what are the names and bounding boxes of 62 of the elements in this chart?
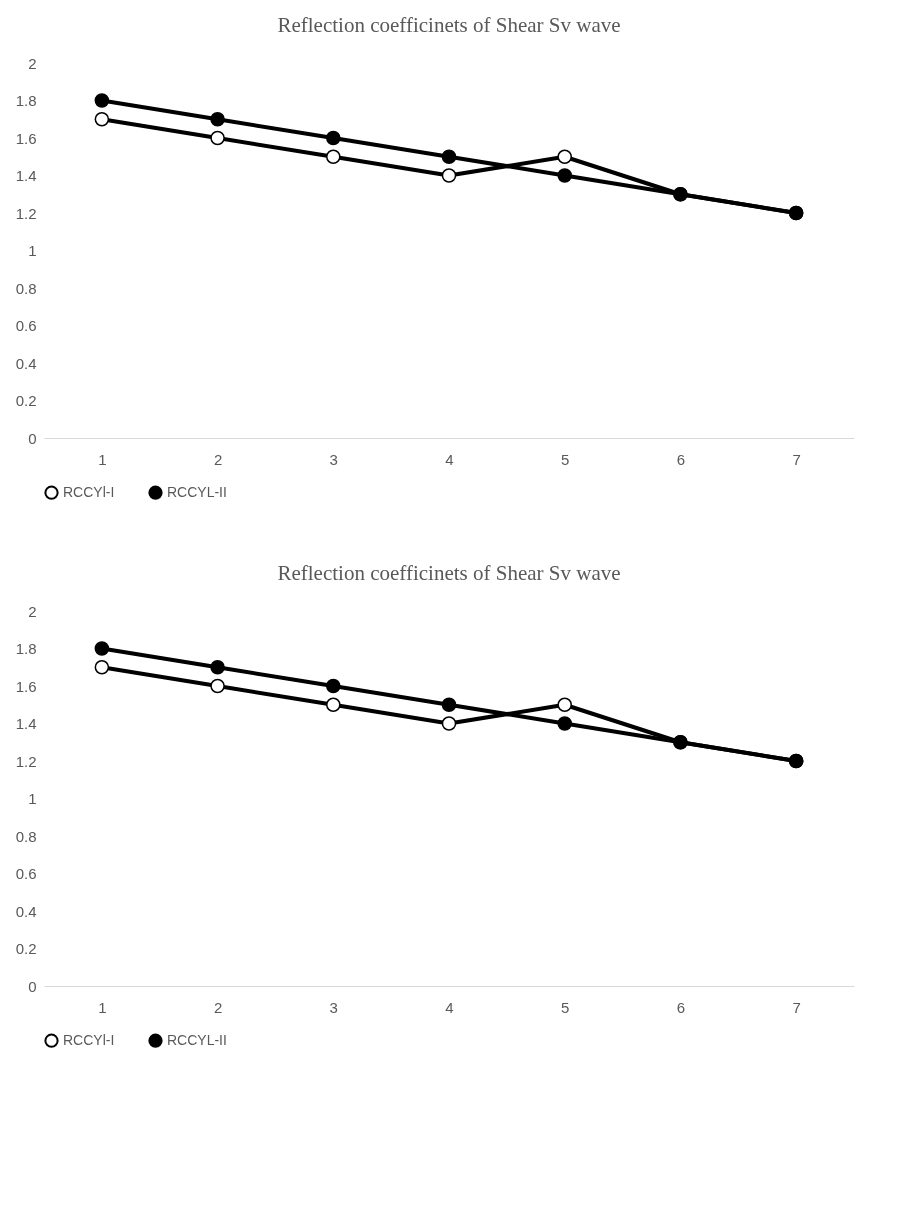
y-tick-label: 1.4 (15, 167, 37, 184)
point (326, 149, 341, 165)
point (557, 168, 572, 183)
point (441, 716, 457, 731)
point (210, 659, 225, 675)
y-tick-label: 0.4 (15, 902, 37, 920)
legend-label: RCCYL-II (167, 483, 227, 500)
x-tick-label: 2 (213, 450, 223, 468)
y-tick-label: 0.6 (15, 317, 37, 334)
x-tick-label: 5 (561, 450, 570, 468)
y-tick-label: 2 (28, 54, 37, 72)
point (94, 641, 110, 656)
point (94, 93, 110, 108)
point (441, 697, 457, 713)
x-tick-label: 1 (98, 450, 107, 468)
x-tick-label: 6 (676, 998, 686, 1016)
x-tick-label: 6 (676, 450, 686, 468)
x-tick-label: 1 (98, 998, 107, 1016)
y-tick-label: 2 (28, 602, 37, 620)
x-tick-label: 7 (792, 450, 801, 468)
x-tick-label: 3 (329, 998, 338, 1016)
x-tick-label: 4 (445, 450, 454, 468)
point (326, 697, 341, 713)
point (441, 168, 457, 183)
y-tick-label: 1.4 (15, 715, 37, 732)
y-tick-label: 1.8 (15, 92, 37, 109)
point (557, 697, 572, 713)
y-tick-label: 1.6 (15, 677, 37, 695)
legend-label: RCCYL-II (167, 1031, 227, 1048)
point (326, 130, 341, 146)
chart-title: Reflection coefficinets of Shear Sv wave (277, 561, 621, 585)
x-tick-label: 5 (561, 998, 570, 1016)
y-tick-label: 1 (28, 242, 37, 259)
y-tick-label: 0.2 (15, 392, 37, 409)
y-tick-label: 1 (28, 790, 37, 807)
legend-label: RCCYl-I (63, 1031, 115, 1048)
legend-label: RCCYl-I (63, 483, 115, 500)
x-tick-label: 3 (329, 450, 338, 468)
point (210, 678, 225, 694)
point (94, 111, 110, 127)
y-tick-label: 0.8 (15, 279, 37, 297)
y-tick-label: 0.6 (15, 865, 37, 882)
y-tick-label: 0.2 (15, 940, 37, 957)
y-tick-label: 0 (28, 429, 37, 447)
y-tick-label: 1.2 (15, 752, 37, 770)
point (557, 716, 572, 731)
point (557, 149, 572, 165)
y-tick-label: 1.6 (15, 129, 37, 147)
y-tick-label: 0 (28, 977, 37, 995)
x-tick-label: 4 (445, 998, 454, 1016)
point (326, 678, 341, 694)
y-tick-label: 1.2 (15, 204, 37, 222)
point (210, 111, 225, 127)
point (210, 130, 225, 146)
x-tick-label: 2 (213, 998, 223, 1016)
chart-title: Reflection coefficinets of Shear Sv wave (277, 13, 621, 37)
x-tick-label: 7 (792, 998, 801, 1016)
y-tick-label: 0.4 (15, 354, 37, 372)
y-tick-label: 1.8 (15, 640, 37, 657)
point (94, 659, 110, 675)
point (441, 149, 457, 165)
y-tick-label: 0.8 (15, 827, 37, 845)
